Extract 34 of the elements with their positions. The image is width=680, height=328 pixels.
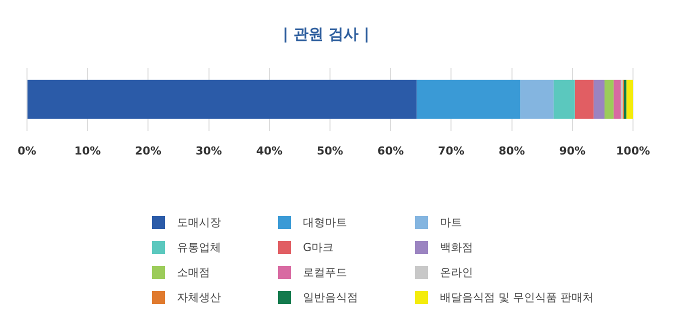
x-tick-label: 60% (377, 144, 404, 158)
chart-title: | 관원 검사 | (282, 24, 370, 43)
legend-label: 일반음식점 (303, 290, 358, 304)
legend-label: 자체생산 (177, 290, 221, 304)
x-tick-label: 0% (18, 144, 36, 158)
x-tick-label: 20% (135, 144, 162, 158)
legend-label: 백화점 (440, 240, 473, 254)
bar (614, 80, 621, 119)
legend-label: G마크 (303, 240, 334, 254)
bar (594, 80, 605, 119)
bar (520, 80, 554, 119)
legend-label: 유통업체 (177, 240, 221, 254)
x-tick-label: 30% (196, 144, 222, 158)
legend-label: 대형마트 (303, 214, 347, 230)
x-tick-label: 80% (498, 144, 525, 158)
legend-label: 로컬푸드 (303, 264, 347, 280)
bar (604, 80, 614, 119)
legend-label: 소매점 (177, 264, 210, 280)
x-tick-label: 40% (256, 144, 283, 158)
bar (574, 80, 594, 119)
legend-label: 도매시장 (177, 214, 221, 230)
legend-label: 배달음식점 및 무인식품 판매처 (440, 290, 594, 304)
bar (416, 80, 520, 119)
legend-label: 온라인 (440, 264, 473, 280)
x-tick-label: 70% (438, 144, 464, 158)
bar (626, 80, 633, 119)
bar (624, 80, 626, 119)
bar (28, 80, 417, 119)
x-tick-label: 90% (559, 144, 586, 158)
x-tick-label: 100% (616, 144, 650, 158)
x-tick-label: 10% (74, 144, 101, 158)
legend-label: 마트 (440, 214, 462, 230)
bar (554, 80, 575, 119)
x-tick-label: 50% (316, 144, 344, 158)
